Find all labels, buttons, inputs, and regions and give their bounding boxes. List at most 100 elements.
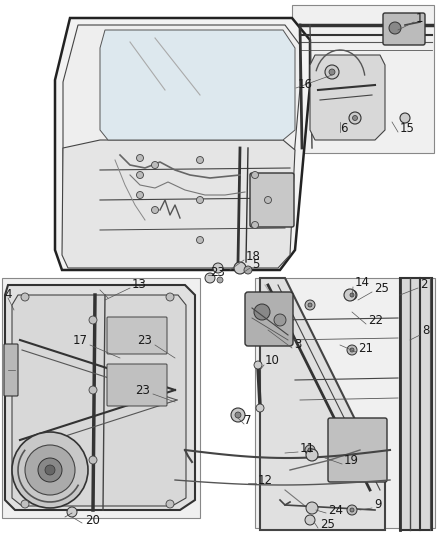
Circle shape — [353, 116, 357, 120]
Circle shape — [197, 237, 204, 244]
Text: 15: 15 — [400, 122, 415, 134]
Text: 23: 23 — [135, 384, 150, 397]
Circle shape — [21, 293, 29, 301]
Circle shape — [305, 515, 315, 525]
Circle shape — [274, 314, 286, 326]
Circle shape — [137, 172, 144, 179]
Text: 24: 24 — [328, 504, 343, 516]
Polygon shape — [5, 285, 195, 510]
Text: 12: 12 — [258, 473, 273, 487]
Circle shape — [67, 507, 77, 517]
Circle shape — [389, 22, 401, 34]
Circle shape — [137, 191, 144, 198]
Circle shape — [89, 316, 97, 324]
Circle shape — [244, 266, 252, 274]
FancyBboxPatch shape — [107, 317, 167, 354]
Polygon shape — [260, 278, 385, 530]
Circle shape — [347, 290, 357, 300]
Text: 9: 9 — [374, 498, 381, 512]
Circle shape — [235, 412, 241, 418]
Circle shape — [400, 113, 410, 123]
FancyBboxPatch shape — [4, 344, 18, 396]
Polygon shape — [310, 55, 385, 140]
Text: 6: 6 — [340, 122, 347, 134]
Text: 21: 21 — [358, 342, 373, 354]
Circle shape — [89, 386, 97, 394]
FancyBboxPatch shape — [245, 292, 293, 346]
Circle shape — [152, 161, 159, 168]
Circle shape — [349, 112, 361, 124]
Circle shape — [329, 69, 335, 75]
Circle shape — [350, 348, 354, 352]
FancyBboxPatch shape — [107, 364, 167, 406]
Text: 3: 3 — [294, 338, 301, 351]
FancyBboxPatch shape — [2, 278, 200, 518]
Text: 23: 23 — [210, 265, 225, 279]
Circle shape — [234, 262, 246, 274]
Circle shape — [25, 445, 75, 495]
Text: 19: 19 — [344, 454, 359, 466]
Text: 8: 8 — [422, 324, 429, 336]
Text: 18: 18 — [246, 249, 261, 262]
Circle shape — [12, 432, 88, 508]
Circle shape — [45, 465, 55, 475]
Text: 7: 7 — [244, 414, 251, 426]
Circle shape — [344, 289, 356, 301]
Polygon shape — [12, 295, 186, 506]
Text: 5: 5 — [252, 259, 259, 271]
Circle shape — [197, 157, 204, 164]
Text: 17: 17 — [73, 334, 88, 346]
Circle shape — [213, 263, 223, 273]
Text: 11: 11 — [300, 441, 315, 455]
Circle shape — [350, 293, 354, 297]
Circle shape — [251, 222, 258, 229]
Circle shape — [21, 500, 29, 508]
Polygon shape — [62, 140, 295, 268]
Circle shape — [305, 300, 315, 310]
Text: 25: 25 — [320, 519, 335, 531]
FancyBboxPatch shape — [250, 173, 294, 227]
Circle shape — [38, 458, 62, 482]
Polygon shape — [55, 18, 310, 270]
Text: 14: 14 — [355, 277, 370, 289]
Circle shape — [152, 206, 159, 214]
Circle shape — [166, 500, 174, 508]
Circle shape — [197, 197, 204, 204]
Circle shape — [137, 155, 144, 161]
Circle shape — [166, 293, 174, 301]
Circle shape — [325, 65, 339, 79]
Text: 20: 20 — [85, 513, 100, 527]
Circle shape — [305, 445, 315, 455]
FancyBboxPatch shape — [292, 5, 434, 153]
Circle shape — [217, 277, 223, 283]
Text: 23: 23 — [137, 334, 152, 346]
Circle shape — [308, 303, 312, 307]
Polygon shape — [400, 278, 432, 530]
Circle shape — [306, 449, 318, 461]
Text: 25: 25 — [374, 281, 389, 295]
Polygon shape — [63, 25, 300, 264]
Text: 16: 16 — [298, 78, 313, 92]
FancyBboxPatch shape — [255, 278, 435, 528]
Circle shape — [265, 197, 272, 204]
Text: 13: 13 — [132, 279, 147, 292]
Text: 1: 1 — [416, 12, 424, 25]
Text: 10: 10 — [265, 353, 280, 367]
Circle shape — [347, 345, 357, 355]
Text: 4: 4 — [4, 288, 11, 302]
Circle shape — [347, 505, 357, 515]
Circle shape — [89, 456, 97, 464]
Circle shape — [254, 361, 262, 369]
Circle shape — [254, 304, 270, 320]
Circle shape — [350, 508, 354, 512]
Circle shape — [231, 408, 245, 422]
Circle shape — [251, 172, 258, 179]
Circle shape — [205, 273, 215, 283]
Circle shape — [256, 404, 264, 412]
FancyBboxPatch shape — [383, 13, 425, 45]
FancyBboxPatch shape — [328, 418, 387, 482]
Text: 2: 2 — [420, 279, 427, 292]
Polygon shape — [100, 30, 295, 140]
Circle shape — [308, 448, 312, 452]
Circle shape — [306, 502, 318, 514]
